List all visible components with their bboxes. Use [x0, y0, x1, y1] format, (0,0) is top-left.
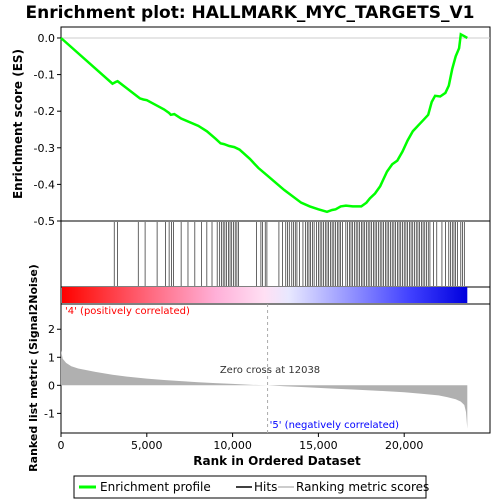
hits-panel-frame [60, 220, 491, 288]
es-y-tick-label: -0.5 [34, 215, 55, 228]
x-tick-label: 20,000 [385, 439, 424, 452]
x-tick-label: 5,000 [131, 439, 163, 452]
x-axis-label: Rank in Ordered Dataset [193, 454, 361, 468]
chart-title: Enrichment plot: HALLMARK_MYC_TARGETS_V1 [26, 3, 475, 23]
ranked-metric-area [61, 350, 468, 429]
es-panel-frame [60, 26, 491, 222]
enrichment-profile-line [60, 32, 468, 214]
es-y-tick-label: -0.3 [34, 142, 55, 155]
legend: Enrichment profile Hits Ranking metric s… [73, 475, 429, 499]
ranked-panel: Zero cross at 12038 '4' (positively corr… [27, 264, 491, 472]
es-y-tick-label: -0.4 [34, 178, 55, 191]
x-tick-label: 15,000 [299, 439, 338, 452]
es-y-axis: 0.0 -0.1 -0.2 -0.3 -0.4 -0.5 [34, 32, 61, 228]
rank-color-bar [62, 287, 468, 303]
legend-profile-label: Enrichment profile [100, 480, 211, 494]
es-panel: 0.0 -0.1 -0.2 -0.3 -0.4 -0.5 Enrichment score… [11, 26, 491, 228]
es-y-tick-label: -0.2 [34, 105, 55, 118]
ranked-y-tick-label: 0 [48, 379, 55, 392]
hits-lines [113, 222, 465, 286]
hits-panel [60, 220, 491, 288]
es-y-tick-label: 0.0 [38, 32, 56, 45]
ranked-y-axis: 2 1 0 -1 [44, 323, 61, 420]
x-tick-label: 10,000 [213, 439, 252, 452]
legend-ranked-label: Ranking metric scores [296, 480, 429, 494]
ranked-y-tick-label: 1 [48, 351, 55, 364]
positive-label: '4' (positively correlated) [65, 306, 190, 317]
ranked-y-axis-label: Ranked list metric (Signal2Noise) [27, 264, 40, 472]
negative-label: '5' (negatively correlated) [270, 420, 399, 431]
x-tick-label: 0 [58, 439, 65, 452]
ranked-y-tick-label: 2 [48, 323, 55, 336]
es-y-axis-label: Enrichment score (ES) [11, 49, 25, 199]
ranked-panel-frame [60, 303, 491, 434]
legend-hits-label: Hits [254, 480, 277, 494]
ranked-y-tick-label: -1 [44, 407, 55, 420]
x-axis: 0 5,000 10,000 15,000 20,000 [58, 433, 424, 452]
zero-cross-label: Zero cross at 12038 [220, 365, 320, 376]
es-y-tick-label: -0.1 [34, 69, 55, 82]
